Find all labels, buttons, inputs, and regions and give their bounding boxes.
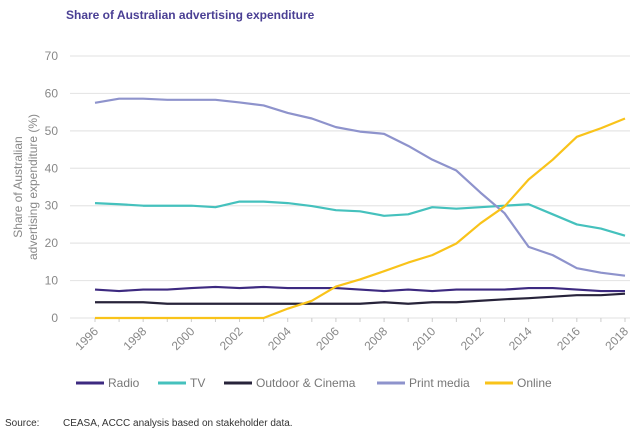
y-tick-label: 20 [45, 236, 59, 250]
x-tick-label: 2006 [313, 324, 342, 353]
y-tick-label: 0 [51, 311, 58, 325]
legend-label: Online [517, 376, 552, 390]
source-text: CEASA, ACCC analysis based on stakeholde… [63, 418, 293, 429]
x-tick-label: 2000 [169, 324, 198, 353]
y-tick-label: 60 [45, 86, 59, 100]
x-tick-label: 2002 [217, 324, 246, 353]
series-line-online [95, 117, 626, 320]
x-tick-label: 2008 [361, 324, 390, 353]
x-tick-label: 2014 [506, 324, 535, 353]
x-tick-label: 2010 [410, 324, 439, 353]
y-tick-label: 70 [45, 49, 59, 63]
x-tick-label: 2004 [265, 324, 294, 353]
x-tick-label: 2012 [458, 324, 487, 353]
series-line-print-media [94, 97, 626, 277]
x-tick-label: 2018 [602, 324, 630, 353]
series-line-tv [94, 200, 626, 237]
legend-label: Print media [409, 376, 470, 390]
legend-label: Outdoor & Cinema [256, 376, 356, 390]
x-tick-label: 2016 [554, 324, 583, 353]
legend-label: TV [190, 376, 205, 390]
y-tick-label: 30 [45, 199, 59, 213]
y-tick-label: 40 [45, 161, 59, 175]
chart-title: Share of Australian advertising expendit… [66, 8, 315, 22]
x-tick-label: 1996 [72, 324, 101, 353]
source-label: Source: [5, 418, 40, 429]
x-tick-label: 1998 [121, 324, 150, 353]
y-axis-label: Share of Australianadvertising expenditu… [11, 114, 40, 260]
y-tick-label: 10 [45, 274, 59, 288]
series-line-outdoor-cinema [95, 292, 626, 305]
source-note: Source: CEASA, ACCC analysis based on sta… [5, 418, 293, 429]
y-tick-label: 50 [45, 124, 59, 138]
series-line-radio [94, 285, 625, 293]
legend-label: Radio [108, 376, 140, 390]
